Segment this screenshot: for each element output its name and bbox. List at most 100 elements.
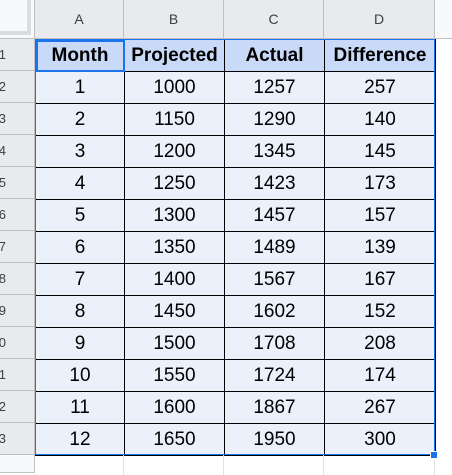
cell-actual[interactable]: 1724 [224, 359, 325, 392]
row-header[interactable]: 4 [0, 135, 35, 167]
cell-month[interactable]: 11 [35, 391, 125, 424]
column-header-a[interactable]: A [35, 0, 124, 39]
data-table: Month Projected Actual Difference 1 1000… [35, 39, 436, 456]
cell-actual[interactable]: 1290 [224, 103, 325, 136]
cell-projected[interactable]: 1150 [124, 103, 225, 136]
table-row: 7 1400 1567 167 [35, 263, 436, 296]
cell-difference[interactable]: 167 [324, 263, 436, 296]
cell-month[interactable]: 8 [35, 295, 125, 328]
cell-projected-header[interactable]: Projected [124, 39, 225, 72]
select-all-corner[interactable] [0, 0, 35, 39]
column-header-e[interactable] [435, 0, 452, 39]
table-row: 10 1550 1724 174 [35, 359, 436, 392]
row-number: 4 [0, 143, 6, 158]
row-header[interactable]: 2 [0, 71, 35, 103]
row-number: 10 [0, 335, 6, 350]
empty-cell[interactable] [224, 455, 324, 475]
cell-projected[interactable]: 1500 [124, 327, 225, 360]
cell-projected[interactable]: 1600 [124, 391, 225, 424]
table-row: 9 1500 1708 208 [35, 327, 436, 360]
cell-month[interactable]: 2 [35, 103, 125, 136]
row-header[interactable]: 9 [0, 295, 35, 327]
cell-actual[interactable]: 1950 [224, 423, 325, 456]
column-headers: A B C D [35, 0, 452, 39]
cell-month[interactable]: 6 [35, 231, 125, 264]
freeze-column-handle[interactable] [27, 0, 31, 35]
cell-projected[interactable]: 1300 [124, 199, 225, 232]
row-headers: 1 2 3 4 5 6 7 8 9 10 11 12 13 [0, 39, 35, 473]
cell-actual[interactable]: 1457 [224, 199, 325, 232]
cell-month[interactable]: 9 [35, 327, 125, 360]
column-header-d[interactable]: D [324, 0, 435, 39]
cell-actual[interactable]: 1345 [224, 135, 325, 168]
row-header[interactable]: 10 [0, 327, 35, 359]
row-number: 11 [0, 367, 6, 382]
cell-actual-header[interactable]: Actual [224, 39, 325, 72]
cell-projected[interactable]: 1400 [124, 263, 225, 296]
cell-month[interactable]: 4 [35, 167, 125, 200]
cell-difference[interactable]: 267 [324, 391, 436, 424]
cell-actual[interactable]: 1423 [224, 167, 325, 200]
freeze-row-handle[interactable] [0, 31, 31, 35]
cell-difference[interactable]: 208 [324, 327, 436, 360]
cell-difference[interactable]: 145 [324, 135, 436, 168]
cell-difference[interactable]: 174 [324, 359, 436, 392]
row-header[interactable]: 8 [0, 263, 35, 295]
cell-month[interactable]: 12 [35, 423, 125, 456]
row-header[interactable]: 3 [0, 103, 35, 135]
cell-actual[interactable]: 1708 [224, 327, 325, 360]
row-number: 13 [0, 431, 6, 446]
row-number: 7 [0, 239, 6, 254]
table-row: 5 1300 1457 157 [35, 199, 436, 232]
row-header[interactable]: 6 [0, 199, 35, 231]
column-header-c[interactable]: C [224, 0, 324, 39]
table-row: 11 1600 1867 267 [35, 391, 436, 424]
cell-projected[interactable]: 1200 [124, 135, 225, 168]
cell-month[interactable]: 3 [35, 135, 125, 168]
row-number: 9 [0, 303, 6, 318]
row-number: 5 [0, 175, 6, 190]
table-row: 8 1450 1602 152 [35, 295, 436, 328]
row-header[interactable]: 11 [0, 359, 35, 391]
empty-row-cells [35, 455, 435, 475]
cell-projected[interactable]: 1000 [124, 71, 225, 104]
cell-month[interactable]: 10 [35, 359, 125, 392]
cell-month[interactable]: 1 [35, 71, 125, 104]
cell-month[interactable]: 5 [35, 199, 125, 232]
row-header[interactable]: 7 [0, 231, 35, 263]
empty-cell[interactable] [324, 455, 435, 475]
row-number: 8 [0, 271, 6, 286]
cell-difference[interactable]: 152 [324, 295, 436, 328]
row-header[interactable] [0, 455, 35, 473]
cell-actual[interactable]: 1489 [224, 231, 325, 264]
cell-actual[interactable]: 1867 [224, 391, 325, 424]
cell-difference[interactable]: 300 [324, 423, 436, 456]
cell-difference[interactable]: 173 [324, 167, 436, 200]
cell-projected[interactable]: 1650 [124, 423, 225, 456]
cell-projected[interactable]: 1550 [124, 359, 225, 392]
cell-actual[interactable]: 1567 [224, 263, 325, 296]
cell-projected[interactable]: 1350 [124, 231, 225, 264]
cell-difference[interactable]: 140 [324, 103, 436, 136]
cell-projected[interactable]: 1450 [124, 295, 225, 328]
cell-difference[interactable]: 157 [324, 199, 436, 232]
row-header[interactable]: 1 [0, 39, 35, 71]
cell-difference-header[interactable]: Difference [324, 39, 436, 72]
table-row: 6 1350 1489 139 [35, 231, 436, 264]
column-header-b[interactable]: B [124, 0, 224, 39]
cell-actual[interactable]: 1602 [224, 295, 325, 328]
row-header[interactable]: 12 [0, 391, 35, 423]
cell-difference[interactable]: 257 [324, 71, 436, 104]
row-number: 12 [0, 399, 6, 414]
cell-month[interactable]: 7 [35, 263, 125, 296]
table-row: 12 1650 1950 300 [35, 423, 436, 456]
empty-cell[interactable] [124, 455, 224, 475]
empty-cell[interactable] [35, 455, 124, 475]
cell-projected[interactable]: 1250 [124, 167, 225, 200]
fill-handle[interactable] [430, 451, 438, 459]
cell-difference[interactable]: 139 [324, 231, 436, 264]
cell-month-header[interactable]: Month [35, 39, 125, 72]
row-header[interactable]: 5 [0, 167, 35, 199]
row-header[interactable]: 13 [0, 423, 35, 455]
cell-actual[interactable]: 1257 [224, 71, 325, 104]
